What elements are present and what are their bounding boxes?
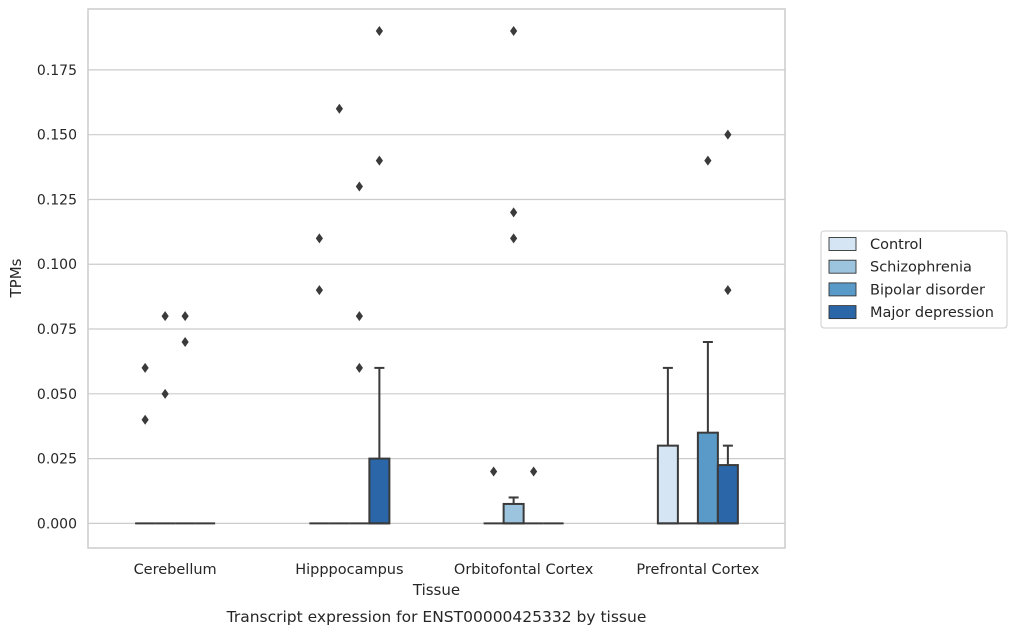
outlier-point — [530, 466, 538, 477]
box — [349, 181, 370, 525]
box — [696, 155, 719, 525]
outlier-point — [161, 311, 169, 322]
box-body — [656, 444, 679, 525]
outlier-point — [355, 181, 363, 192]
outlier-point — [181, 311, 189, 322]
box — [716, 129, 739, 525]
box — [175, 311, 196, 525]
y-tick-label: 0.025 — [37, 452, 77, 468]
outlier-point — [355, 362, 363, 373]
box — [502, 26, 525, 525]
outlier-point — [510, 26, 518, 37]
legend-swatch — [828, 282, 857, 297]
box — [483, 466, 504, 525]
box-body — [502, 502, 525, 525]
legend-swatch — [828, 305, 857, 320]
plot-background — [88, 9, 785, 548]
legend-label: Major depression — [870, 305, 994, 321]
legend-swatch — [828, 237, 857, 251]
box-body — [368, 457, 391, 525]
outlier-point — [510, 207, 518, 218]
box — [135, 362, 156, 525]
outlier-point — [181, 336, 189, 347]
chart-caption: Transcript expression for ENST0000042533… — [226, 608, 647, 626]
plot-area — [87, 8, 786, 549]
plot-frame — [87, 8, 786, 549]
legend: Control Schizophrenia Bipolar disorder Majo… — [820, 230, 1008, 329]
box-body — [696, 431, 719, 525]
outlier-point — [724, 285, 732, 296]
box — [329, 103, 350, 525]
x-tick-label: Prefrontal Cortex — [636, 562, 759, 578]
legend-frame — [820, 230, 1008, 329]
box — [656, 366, 679, 525]
outlier-point — [141, 362, 149, 373]
y-tick-label: 0.150 — [37, 128, 77, 144]
outlier-point — [315, 285, 323, 296]
x-tick-label: Orbitofontal Cortex — [454, 562, 594, 578]
box-body — [716, 464, 739, 525]
legend-label: Bipolar disorder — [870, 282, 985, 298]
outlier-point — [510, 233, 518, 244]
outlier-point — [141, 414, 149, 425]
outlier-point — [335, 103, 343, 114]
y-tick-label: 0.100 — [37, 257, 77, 273]
grid-lines — [88, 69, 785, 524]
outlier-point — [355, 311, 363, 322]
outlier-point — [315, 233, 323, 244]
outlier-point — [375, 155, 383, 166]
box — [309, 233, 330, 525]
box — [523, 466, 544, 525]
outlier-point — [490, 466, 498, 477]
outlier-point — [375, 26, 383, 37]
x-axis-ticks: Cerebellum Hipppocampus Orbitofontal Corte… — [134, 562, 760, 578]
box — [368, 26, 391, 525]
x-tick-label: Cerebellum — [134, 562, 217, 578]
y-tick-label: 0.000 — [37, 516, 77, 532]
y-tick-label: 0.125 — [37, 192, 77, 208]
legend-swatch — [828, 259, 857, 274]
y-tick-label: 0.175 — [37, 63, 77, 79]
box — [155, 311, 176, 525]
legend-items: Control Schizophrenia Bipolar disorder Majo… — [828, 237, 994, 321]
y-axis-label: TPMs — [7, 258, 25, 298]
y-tick-label: 0.050 — [37, 387, 77, 403]
y-tick-label: 0.075 — [37, 322, 77, 338]
x-tick-label: Hipppocampus — [295, 562, 403, 578]
legend-label: Schizophrenia — [870, 260, 972, 276]
legend-label: Control — [870, 237, 922, 253]
outlier-point — [161, 388, 169, 399]
y-axis-ticks: 0.000 0.025 0.050 0.075 0.100 0.125 0.150 0.175 — [37, 63, 77, 532]
box-series — [135, 26, 739, 525]
outlier-point — [724, 129, 732, 140]
x-axis-label: Tissue — [412, 581, 460, 599]
outlier-point — [704, 155, 712, 166]
